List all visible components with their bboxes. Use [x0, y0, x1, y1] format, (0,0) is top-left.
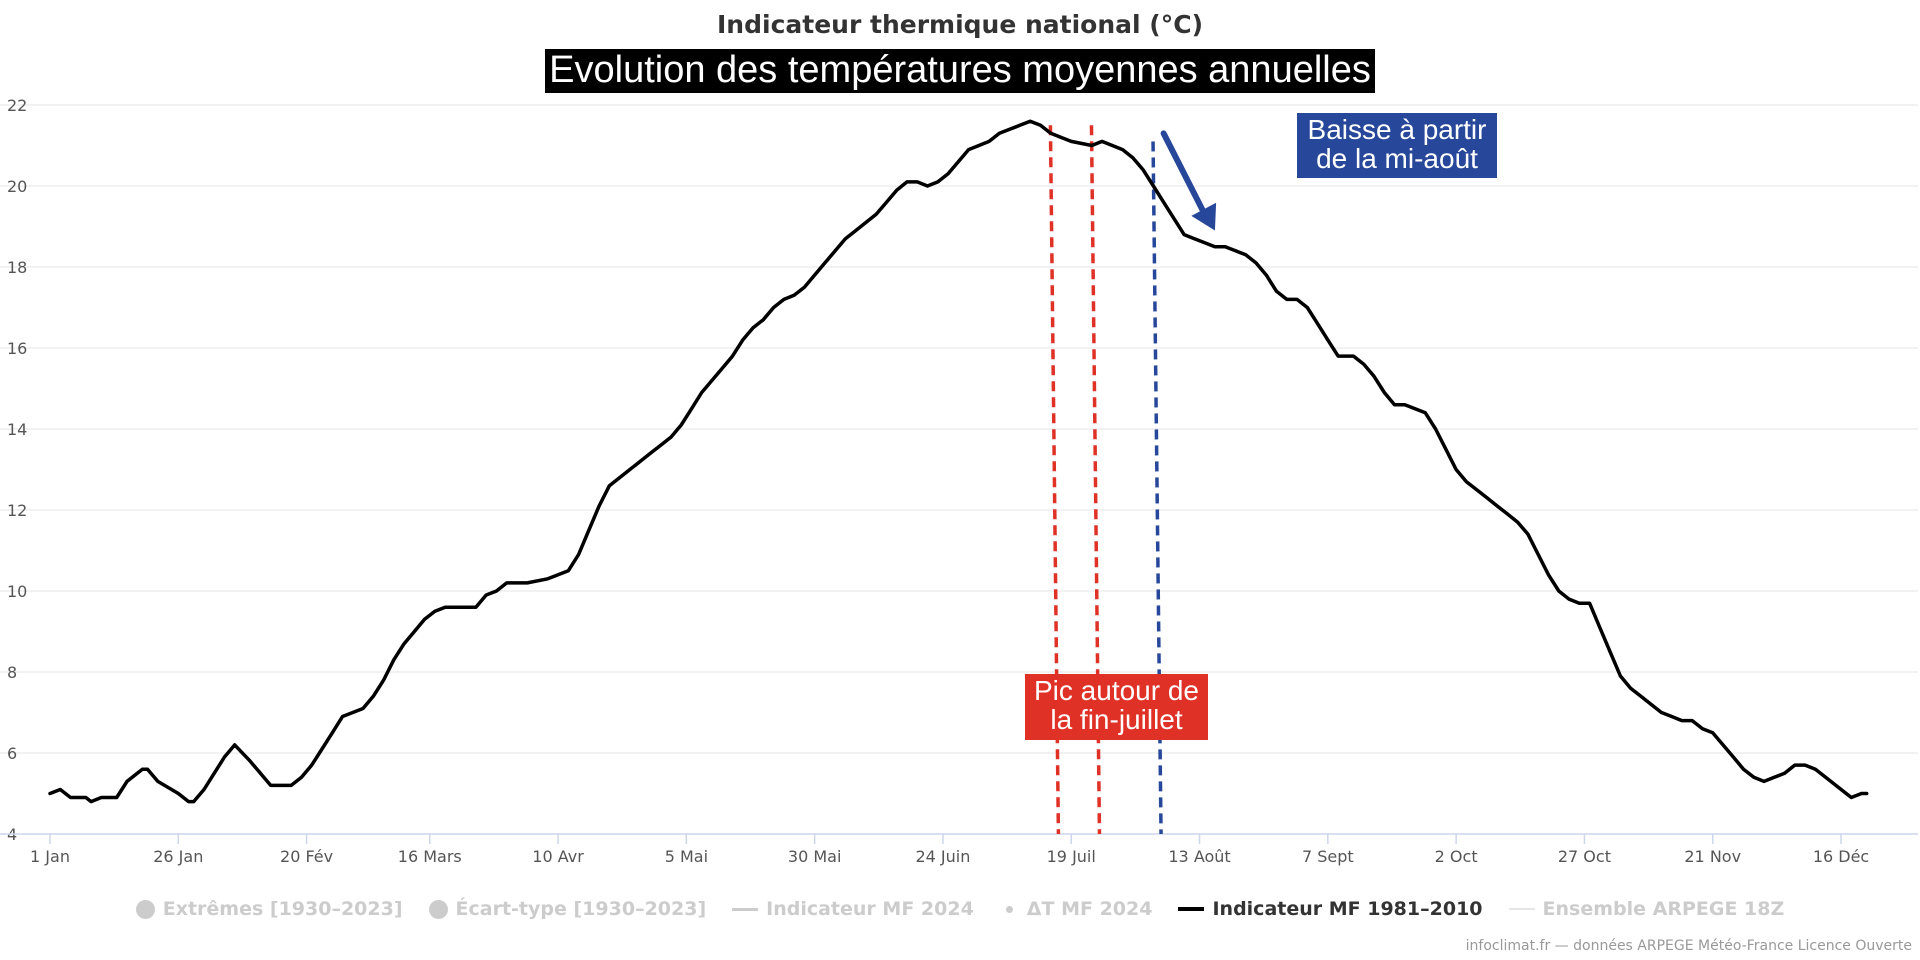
grid-layer	[0, 104, 1918, 754]
y-tick-label: 6	[7, 744, 17, 763]
x-tick-label: 2 Oct	[1435, 847, 1478, 866]
y-tick-label: 20	[7, 177, 27, 196]
legend-item-indicateur-2024[interactable]: Indicateur MF 2024	[732, 898, 974, 920]
peak-annotation-line-2: la fin-juillet	[1050, 704, 1183, 735]
legend-item-delta-t-2024[interactable]: ΔT MF 2024	[1000, 898, 1153, 920]
legend-label: ΔT MF 2024	[1026, 898, 1153, 920]
legend-dot-icon	[135, 899, 155, 919]
chart-subtitle: Evolution des températures moyennes annu…	[545, 49, 1375, 93]
y-tick-label: 14	[7, 420, 27, 439]
legend: Extrêmes [1930–2023] Écart-type [1930–20…	[0, 898, 1920, 920]
legend-thin-line-icon	[1508, 908, 1535, 910]
y-tick-label: 18	[7, 258, 27, 277]
legend-item-indicateur-1981-2010[interactable]: Indicateur MF 1981–2010	[1178, 898, 1483, 920]
legend-label: Écart-type [1930–2023]	[455, 898, 707, 920]
vertical-marker	[1048, 125, 1061, 835]
vertical-marker	[1089, 125, 1102, 835]
x-tick-label: 21 Nov	[1684, 847, 1741, 866]
series-line	[48, 119, 1869, 804]
credits[interactable]: infoclimat.fr — données ARPEGE Météo-Fra…	[1465, 938, 1912, 954]
legend-item-ensemble-arpege[interactable]: Ensemble ARPEGE 18Z	[1508, 898, 1785, 920]
legend-item-extremes[interactable]: Extrêmes [1930–2023]	[135, 898, 403, 920]
x-tick-label: 7 Sept	[1302, 847, 1354, 866]
chart-title: Indicateur thermique national (°C)	[717, 10, 1203, 39]
x-tick-label: 30 Mai	[788, 847, 842, 866]
series-layer	[48, 119, 1869, 804]
peak-annotation-line-1: Pic autour de	[1034, 675, 1199, 706]
x-tick-label: 19 Juil	[1047, 847, 1096, 866]
y-tick-label: 8	[7, 663, 17, 682]
x-tick-label: 5 Mai	[665, 847, 708, 866]
x-tick-label: 20 Fév	[280, 847, 333, 866]
x-tick-label: 10 Avr	[532, 847, 584, 866]
drop-annotation-line-1: Baisse à partir	[1307, 114, 1487, 145]
legend-dot-icon	[428, 899, 448, 919]
y-tick-label: 10	[7, 582, 27, 601]
legend-line-icon	[732, 907, 759, 911]
x-tick-label: 13 Août	[1168, 847, 1230, 866]
drop-annotation-line-2: de la mi-août	[1316, 143, 1478, 174]
drop-annotation: Baisse à partir de la mi-août	[1297, 113, 1497, 178]
peak-annotation: Pic autour de la fin-juillet	[1025, 674, 1208, 740]
x-tick-label: 1 Jan	[30, 847, 70, 866]
legend-label: Ensemble ARPEGE 18Z	[1542, 898, 1785, 920]
legend-label: Extrêmes [1930–2023]	[162, 898, 403, 920]
legend-item-ecart-type[interactable]: Écart-type [1930–2023]	[428, 898, 707, 920]
y-tick-label: 22	[7, 96, 27, 115]
x-tick-label: 16 Mars	[398, 847, 462, 866]
arrow-layer	[1160, 130, 1217, 231]
annotation-arrow-shaft	[1160, 130, 1212, 226]
x-tick-label: 16 Déc	[1813, 847, 1869, 866]
legend-label: Indicateur MF 1981–2010	[1212, 898, 1483, 920]
x-tick-label: 27 Oct	[1558, 847, 1611, 866]
legend-small-dot-icon	[1005, 905, 1013, 913]
legend-line-icon	[1178, 907, 1205, 911]
legend-label: Indicateur MF 2024	[766, 898, 974, 920]
y-tick-label: 16	[7, 339, 27, 358]
x-tick-label: 24 Juin	[915, 847, 970, 866]
x-tick-label: 26 Jan	[153, 847, 203, 866]
annotation-arrow-head	[1191, 202, 1217, 231]
chart-subtitle-wrapper: Evolution des températures moyennes annu…	[0, 49, 1920, 93]
y-tick-label: 12	[7, 501, 27, 520]
